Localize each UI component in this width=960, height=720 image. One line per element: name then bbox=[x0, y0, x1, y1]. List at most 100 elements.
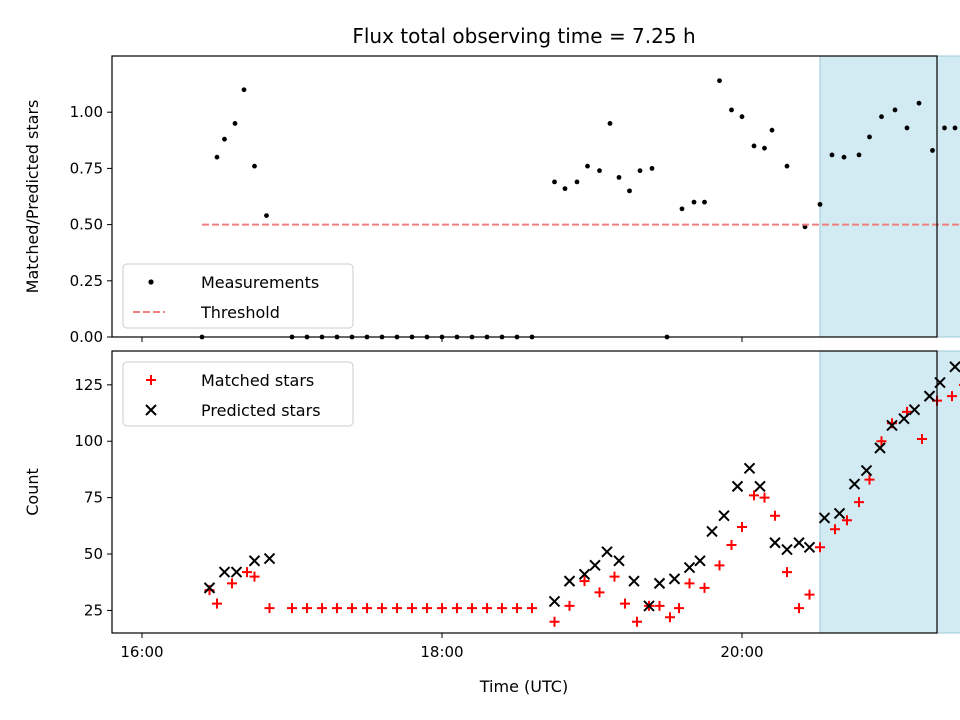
data-point bbox=[222, 136, 227, 142]
y-tick-label: 75 bbox=[84, 489, 103, 507]
legend-x-swatch bbox=[145, 404, 157, 416]
data-point bbox=[549, 616, 560, 627]
data-point bbox=[616, 174, 622, 180]
data-point bbox=[627, 188, 632, 194]
data-point bbox=[654, 600, 665, 611]
data-point bbox=[691, 199, 697, 205]
data-point bbox=[684, 578, 695, 589]
data-point bbox=[702, 199, 707, 205]
data-point bbox=[317, 603, 327, 614]
data-point bbox=[548, 595, 561, 608]
y-tick-label: 0.25 bbox=[70, 272, 103, 290]
data-point bbox=[248, 555, 261, 567]
data-point bbox=[589, 559, 601, 572]
data-point bbox=[649, 166, 655, 171]
data-point bbox=[674, 603, 684, 614]
data-point bbox=[874, 442, 886, 454]
legend-plus-swatch bbox=[146, 375, 156, 385]
legend-dot-swatch bbox=[148, 279, 154, 285]
data-point bbox=[392, 603, 402, 614]
legend-label: Predicted stars bbox=[201, 401, 321, 420]
data-point bbox=[729, 107, 734, 113]
data-point bbox=[362, 603, 372, 614]
data-point bbox=[632, 616, 642, 627]
data-point bbox=[930, 148, 935, 153]
legend-label: Matched stars bbox=[201, 371, 314, 390]
legend-box bbox=[122, 361, 354, 427]
data-point bbox=[407, 603, 417, 614]
data-point bbox=[751, 143, 757, 149]
data-point bbox=[904, 125, 910, 131]
data-point bbox=[212, 598, 222, 609]
data-point bbox=[841, 154, 847, 160]
data-point bbox=[952, 125, 958, 131]
data-point bbox=[949, 361, 960, 373]
plot-frame bbox=[111, 55, 938, 338]
legend-label: Threshold bbox=[200, 303, 280, 322]
plot-frame bbox=[111, 350, 938, 634]
data-point bbox=[579, 576, 590, 587]
data-point bbox=[718, 509, 730, 522]
x-axis-label: Time (UTC) bbox=[479, 677, 568, 696]
legend-label: Measurements bbox=[201, 273, 319, 292]
data-point bbox=[781, 543, 793, 556]
data-point bbox=[860, 464, 873, 477]
data-point bbox=[714, 560, 725, 571]
data-point bbox=[886, 419, 898, 432]
data-point bbox=[264, 603, 275, 614]
data-point bbox=[731, 480, 744, 493]
data-point bbox=[563, 575, 576, 587]
data-point bbox=[578, 568, 591, 581]
data-point bbox=[620, 598, 630, 609]
data-point bbox=[512, 603, 522, 614]
x-tick-label: 18:00 bbox=[420, 643, 463, 661]
data-point bbox=[594, 587, 605, 598]
legend: Matched stars Predicted stars bbox=[122, 361, 354, 427]
data-point bbox=[497, 603, 507, 614]
legend: Measurements Threshold bbox=[122, 263, 354, 329]
series-1 bbox=[199, 78, 958, 340]
data-point bbox=[804, 589, 815, 600]
data-point bbox=[679, 206, 685, 212]
data-point bbox=[665, 612, 675, 623]
data-point bbox=[749, 490, 759, 501]
chart-title: Flux total observing time = 7.25 h bbox=[352, 24, 695, 48]
series-2 bbox=[203, 361, 960, 612]
data-point bbox=[601, 546, 613, 558]
data-point bbox=[564, 600, 575, 611]
data-point bbox=[585, 163, 590, 169]
data-point bbox=[784, 163, 790, 169]
data-point bbox=[879, 114, 884, 120]
data-point bbox=[437, 603, 447, 614]
data-point bbox=[830, 524, 840, 535]
y-tick-label: 0.00 bbox=[70, 328, 103, 346]
data-point bbox=[628, 575, 640, 587]
data-point bbox=[782, 567, 792, 578]
data-point bbox=[892, 107, 898, 113]
data-point bbox=[817, 201, 823, 207]
series-1 bbox=[204, 383, 960, 627]
data-point bbox=[653, 577, 666, 590]
data-point bbox=[264, 213, 269, 219]
data-point bbox=[842, 515, 852, 526]
x-tick-label: 16:00 bbox=[120, 643, 163, 661]
x-tick-label: 20:00 bbox=[720, 643, 763, 661]
data-point bbox=[643, 600, 655, 612]
data-point bbox=[856, 152, 862, 158]
data-point bbox=[802, 224, 808, 230]
data-point bbox=[743, 462, 756, 475]
data-point bbox=[613, 555, 625, 567]
data-point bbox=[241, 87, 247, 93]
data-point bbox=[467, 603, 477, 614]
data-point bbox=[668, 573, 681, 585]
ratio-panel: 0.00 0.25 0.50 0.75 1.00 Matched/Predicted st… bbox=[23, 55, 960, 346]
data-point bbox=[917, 433, 927, 444]
data-point bbox=[287, 603, 297, 614]
data-point bbox=[597, 168, 602, 174]
shaded-interval-1 bbox=[819, 350, 960, 634]
data-point bbox=[769, 537, 781, 549]
data-point bbox=[717, 78, 722, 84]
data-point bbox=[803, 541, 816, 553]
data-point bbox=[699, 582, 710, 593]
